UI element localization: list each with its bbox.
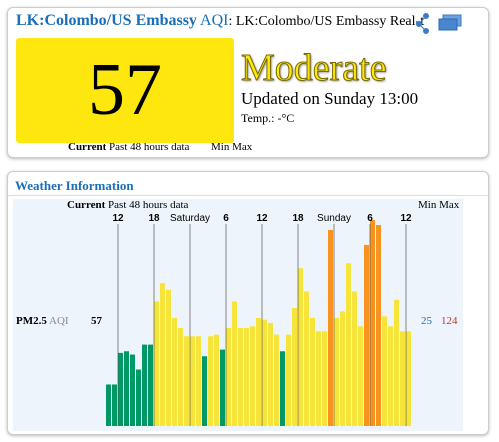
time-label: Sunday [317, 213, 351, 224]
bar [376, 224, 381, 426]
bar [370, 220, 375, 426]
bar [292, 308, 297, 426]
bar [184, 336, 189, 426]
bar [406, 331, 411, 426]
bar [202, 356, 207, 426]
bar [142, 344, 147, 426]
bar [268, 323, 273, 426]
station: LK:Colombo/US Embassy [16, 12, 197, 29]
aqi-box: 57 [16, 38, 234, 143]
bar [112, 384, 117, 426]
time-label: 6 [223, 213, 229, 224]
bar [262, 319, 267, 426]
window-icon[interactable] [438, 14, 462, 31]
bar [166, 289, 171, 426]
bar [382, 316, 387, 426]
bar [346, 263, 351, 426]
weather-title: Weather Information [15, 178, 134, 193]
title-row: LK:Colombo/US Embassy AQI: LK:Colombo/US… [16, 12, 424, 30]
tab-past[interactable]: Past 48 hours data [108, 199, 189, 211]
bar [256, 318, 261, 426]
bar [238, 327, 243, 426]
bar [178, 327, 183, 426]
bar [208, 336, 213, 426]
time-label: 12 [400, 213, 412, 224]
min-max: Min Max [211, 141, 252, 153]
bar [232, 301, 237, 426]
bar [154, 301, 159, 426]
bar [316, 331, 321, 426]
separator [8, 195, 488, 196]
time-label: 6 [367, 213, 373, 224]
bar [322, 331, 327, 426]
updated: Updated on Sunday 13:00 [241, 89, 419, 108]
bar [226, 327, 231, 426]
bar [352, 291, 357, 426]
icons[interactable] [413, 12, 463, 34]
time-label: Saturday [170, 213, 210, 224]
bar [214, 334, 219, 426]
bar [124, 351, 129, 426]
time-label: 18 [292, 213, 304, 224]
bar [106, 384, 111, 426]
bar [394, 299, 399, 426]
bar [328, 229, 333, 426]
bar [220, 349, 225, 426]
bar [190, 336, 195, 426]
bar [136, 369, 141, 426]
bar [310, 318, 315, 426]
bar [244, 327, 249, 426]
bar [358, 326, 363, 426]
bar [274, 334, 279, 426]
aqi-label: AQI [200, 12, 229, 29]
share-icon[interactable] [416, 13, 429, 34]
subtitle: : LK:Colombo/US Embassy Real-t [228, 14, 425, 29]
unit: AQI [49, 315, 69, 327]
tabs: Current Past 48 hours data [68, 141, 189, 153]
pm25: PM2.5 [16, 315, 47, 327]
weather-tabs: Current Past 48 hours data [67, 199, 188, 211]
bar [250, 326, 255, 426]
tab-past[interactable]: Past 48 hours data [109, 141, 190, 153]
bar [304, 291, 309, 426]
max-label: Max [439, 199, 460, 211]
bar [340, 311, 345, 426]
max-value: 124 [441, 315, 458, 327]
bar [334, 318, 339, 426]
min-value: 25 [421, 315, 432, 327]
bar [280, 351, 285, 426]
bar [118, 352, 123, 426]
status: Moderate [241, 47, 388, 90]
bar [364, 244, 369, 426]
bar [388, 326, 393, 426]
bar [172, 318, 177, 426]
bar [286, 334, 291, 426]
bar [160, 283, 165, 426]
time-label: 12 [112, 213, 124, 224]
tab-current[interactable]: Current [67, 199, 106, 211]
bar [130, 354, 135, 426]
current-value: 57 [91, 315, 102, 327]
min-label: Min [211, 141, 230, 153]
tab-current[interactable]: Current [68, 141, 107, 153]
bar [196, 336, 201, 426]
time-label: 18 [148, 213, 160, 224]
max-label: Max [232, 141, 253, 153]
aqi-card: LK:Colombo/US Embassy AQI: LK:Colombo/US… [7, 7, 489, 158]
series-label: PM2.5 AQI [16, 315, 69, 327]
temp: Temp.: -°C [241, 111, 295, 125]
bar [298, 268, 303, 426]
time-label: 12 [256, 213, 268, 224]
weather-min-max: Min Max [418, 199, 459, 211]
min-label: Min [418, 199, 437, 211]
bar [400, 331, 405, 426]
bar [148, 344, 153, 426]
